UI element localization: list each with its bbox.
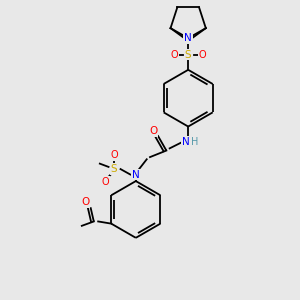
Text: N: N bbox=[132, 169, 140, 179]
Text: O: O bbox=[81, 197, 89, 207]
Text: O: O bbox=[149, 126, 158, 136]
Text: O: O bbox=[101, 177, 109, 187]
Text: S: S bbox=[185, 50, 191, 59]
Text: O: O bbox=[199, 50, 206, 59]
Text: N: N bbox=[184, 33, 192, 43]
Text: N: N bbox=[182, 137, 190, 147]
Text: H: H bbox=[191, 137, 198, 147]
Text: O: O bbox=[170, 50, 178, 59]
Text: S: S bbox=[111, 164, 117, 174]
Text: O: O bbox=[110, 150, 118, 160]
